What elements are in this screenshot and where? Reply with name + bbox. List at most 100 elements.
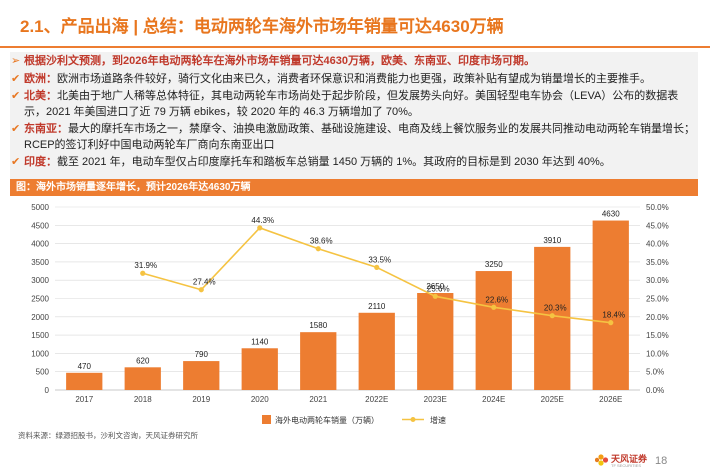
bullet-label: 欧洲： — [24, 72, 57, 85]
y-tick-label: 500 — [36, 368, 50, 377]
check-icon: ✔ — [11, 156, 21, 168]
bullet-text: 根据沙利文预测，到2026年电动两轮车在海外市场年销量可达4630万辆，欧美、东… — [24, 55, 535, 67]
arrow-icon: ➢ — [11, 55, 21, 67]
check-icon: ✔ — [11, 123, 21, 135]
y2-tick-label: 40.0% — [646, 240, 669, 249]
bullet-text: 截至 2021 年，电动车型仅占印度摩托车和踏板车总销量 1450 万辆的 1%… — [57, 156, 611, 168]
growth-point — [198, 287, 204, 293]
growth-point — [374, 264, 380, 270]
growth-value-label: 27.4% — [193, 278, 216, 287]
growth-value-label: 22.6% — [485, 295, 508, 304]
growth-value-label: 31.9% — [134, 261, 157, 270]
x-tick-label: 2017 — [75, 395, 93, 404]
bullet-item: ✔ 印度：截至 2021 年，电动车型仅占印度摩托车和踏板车总销量 1450 万辆… — [10, 155, 698, 171]
company-logo — [595, 454, 609, 466]
bullet-label: 印度： — [24, 156, 57, 168]
growth-point — [257, 225, 263, 231]
y2-tick-label: 30.0% — [646, 276, 669, 285]
bar-value-label: 2110 — [368, 302, 386, 311]
figure-caption: 图：海外市场销量逐年增长，预计2026年达4630万辆 — [10, 179, 698, 196]
bullet-text: 北美由于地广人稀等总体特征，其电动两轮车市场尚处于起步阶段，但发展势头向好。美国… — [24, 90, 679, 118]
bullet-text: 欧洲市场道路条件较好，骑行文化由来已久，消费者环保意识和消费能力也更强，政策补贴… — [57, 72, 651, 85]
y-tick-label: 1500 — [31, 331, 49, 340]
x-tick-label: 2023E — [424, 395, 447, 404]
y-tick-label: 1000 — [31, 349, 49, 358]
growth-point — [491, 304, 497, 310]
bar-value-label: 620 — [136, 356, 150, 365]
y2-tick-label: 5.0% — [646, 368, 664, 377]
y2-tick-label: 25.0% — [646, 295, 669, 304]
y2-tick-label: 45.0% — [646, 221, 669, 230]
growth-point — [432, 293, 438, 299]
bar — [592, 220, 629, 390]
growth-value-label: 38.6% — [310, 237, 333, 246]
y2-tick-label: 20.0% — [646, 313, 669, 322]
growth-value-label: 44.3% — [251, 216, 274, 225]
page-number: 18 — [655, 455, 668, 467]
bar-value-label: 470 — [78, 362, 92, 371]
y-tick-label: 5000 — [31, 203, 49, 212]
growth-value-label: 33.5% — [368, 255, 391, 264]
bar — [183, 361, 220, 390]
logo-subtext: TF SECURITIES — [611, 463, 642, 468]
x-tick-label: 2025E — [541, 395, 564, 404]
growth-point — [549, 313, 555, 319]
bullet-text: 最大的摩托车市场之一，禁摩令、油换电激励政策、基础设施建设、电商及线上餐饮服务业… — [24, 123, 695, 151]
sales-chart: 0 0.0% 500 5.0% 1000 10.0% 1500 15.0% 2000 20.0% 2… — [31, 203, 669, 425]
bar-value-label: 1580 — [309, 321, 327, 330]
legend-bar-label: 海外电动两轮车销量（万辆） — [275, 415, 379, 425]
bar — [417, 293, 454, 390]
bar-value-label: 4630 — [602, 210, 620, 219]
y-tick-label: 2500 — [31, 295, 49, 304]
growth-value-label: 25.6% — [427, 284, 450, 293]
legend-line-marker — [410, 417, 416, 422]
title-divider — [0, 46, 710, 48]
x-tick-label: 2020 — [251, 395, 269, 404]
x-tick-label: 2021 — [309, 395, 327, 404]
y-tick-label: 4500 — [31, 221, 49, 230]
bullet-item: ➢ 根据沙利文预测，到2026年电动两轮车在海外市场年销量可达4630万辆，欧美、… — [10, 54, 698, 70]
y2-tick-label: 10.0% — [646, 349, 669, 358]
bar — [66, 372, 103, 390]
y-tick-label: 2000 — [31, 313, 49, 322]
x-tick-label: 2024E — [482, 395, 505, 404]
summary-panel: ➢ 根据沙利文预测，到2026年电动两轮车在海外市场年销量可达4630万辆，欧美、… — [10, 52, 698, 180]
y-tick-label: 3500 — [31, 258, 49, 267]
bar — [475, 271, 512, 390]
x-tick-label: 2022E — [365, 395, 388, 404]
y2-tick-label: 35.0% — [646, 258, 669, 267]
legend-line-label: 增速 — [430, 415, 446, 425]
bar-value-label: 3250 — [485, 260, 503, 269]
bar-value-label: 790 — [195, 350, 209, 359]
bar-value-label: 3910 — [543, 236, 561, 245]
source-note: 资料来源：绿源招股书，沙利文咨询，天风证券研究所 — [18, 431, 198, 440]
y2-tick-label: 50.0% — [646, 203, 669, 212]
bullet-label: 北美： — [24, 90, 57, 102]
legend-bar-swatch — [262, 415, 271, 424]
check-icon: ✔ — [11, 90, 21, 102]
bar-value-label: 1140 — [251, 337, 269, 346]
y-tick-label: 3000 — [31, 276, 49, 285]
y2-tick-label: 15.0% — [646, 331, 669, 340]
growth-point — [315, 246, 321, 252]
growth-value-label: 20.3% — [544, 304, 567, 313]
bar — [241, 348, 278, 390]
y-tick-label: 0 — [45, 386, 50, 395]
bar — [358, 312, 395, 390]
growth-point — [140, 270, 146, 276]
y2-tick-label: 0.0% — [646, 386, 664, 395]
y-tick-label: 4000 — [31, 240, 49, 249]
growth-point — [608, 320, 614, 326]
bullet-item: ✔ 北美：北美由于地广人稀等总体特征，其电动两轮车市场尚处于起步阶段，但发展势头向… — [10, 89, 698, 120]
x-tick-label: 2018 — [134, 395, 152, 404]
growth-value-label: 18.4% — [602, 311, 625, 320]
bullet-item: ✔ 东南亚：最大的摩托车市场之一，禁摩令、油换电激励政策、基础设施建设、电商及线上… — [10, 122, 698, 153]
bar-value-label: 2650 — [426, 282, 444, 291]
bar — [300, 332, 337, 390]
x-tick-label: 2026E — [599, 395, 622, 404]
logo-flower-icon — [595, 454, 609, 466]
bar — [534, 246, 571, 390]
check-icon: ✔ — [11, 72, 21, 85]
logo-text: 天风证券 — [611, 454, 648, 464]
bullet-item: ✔ 欧洲：欧洲市场道路条件较好，骑行文化由来已久，消费者环保意识和消费能力也更强，… — [10, 72, 698, 88]
